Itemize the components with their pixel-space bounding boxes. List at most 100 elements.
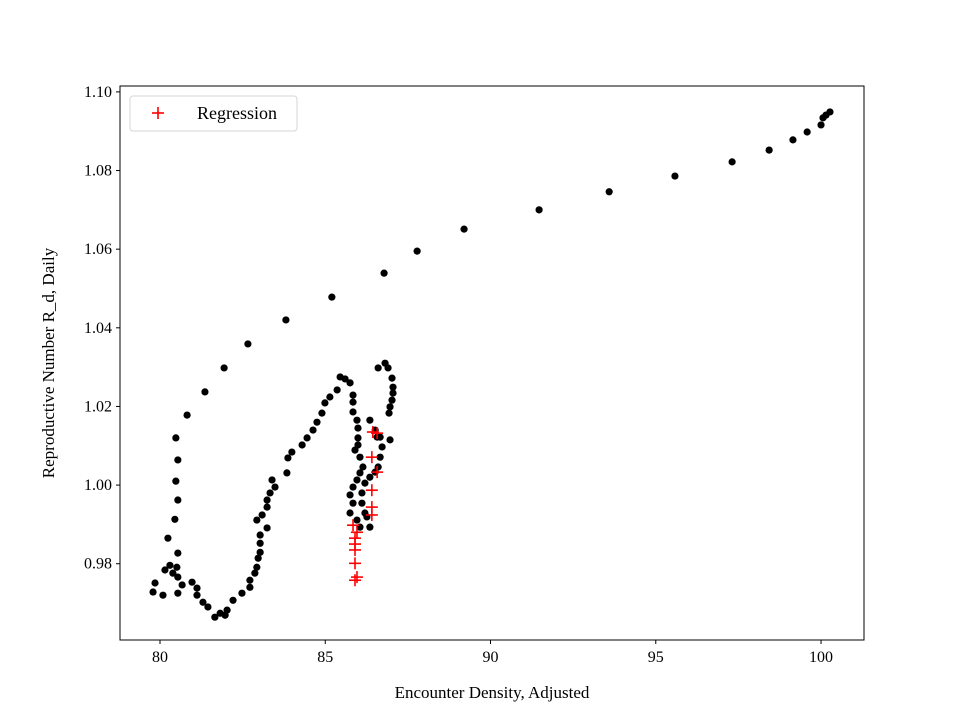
data-point [149, 588, 157, 596]
y-tick-label: 1.04 [84, 320, 112, 337]
data-point [361, 479, 369, 487]
data-point [284, 454, 292, 462]
data-point [151, 579, 159, 587]
data-point [193, 591, 201, 599]
data-point [356, 453, 364, 461]
data-point [374, 364, 382, 372]
plot-area [120, 86, 864, 640]
y-axis-label: Reproductive Number R_d, Daily [39, 247, 58, 478]
y-tick-label: 1.06 [84, 241, 112, 258]
data-point [253, 516, 261, 524]
data-point [166, 561, 174, 569]
data-point [246, 583, 254, 591]
data-point [188, 578, 196, 586]
data-point [309, 426, 317, 434]
data-point [353, 416, 361, 424]
data-point [263, 524, 271, 532]
regression-point [350, 526, 363, 539]
x-tick-label: 80 [152, 649, 168, 666]
data-point [159, 591, 167, 599]
x-tick-label: 100 [809, 649, 833, 666]
legend: Regression [129, 95, 298, 132]
data-point [183, 411, 191, 419]
data-point [346, 379, 354, 387]
data-point [353, 516, 361, 524]
data-point [328, 293, 336, 301]
data-point [283, 469, 291, 477]
data-point [817, 121, 825, 129]
data-point [199, 598, 207, 606]
data-point [326, 393, 334, 401]
data-point [349, 398, 357, 406]
data-point [366, 473, 374, 481]
data-point [349, 483, 357, 491]
data-point [263, 503, 271, 511]
data-point [460, 225, 468, 233]
data-point [173, 563, 181, 571]
data-point [174, 573, 182, 581]
data-point [171, 515, 179, 523]
regression-point [366, 426, 379, 439]
data-point [359, 463, 367, 471]
data-point [220, 364, 228, 372]
data-point [256, 539, 264, 547]
data-point [223, 606, 231, 614]
data-point [174, 589, 182, 597]
data-point [258, 511, 266, 519]
regression-point [365, 508, 378, 521]
data-point [244, 340, 252, 348]
data-point [413, 247, 421, 255]
data-point [376, 453, 384, 461]
data-point [366, 416, 374, 424]
x-tick-label: 90 [483, 649, 499, 666]
data-point [384, 364, 392, 372]
data-point [349, 408, 357, 416]
regression-point [365, 451, 378, 464]
data-point [211, 613, 219, 621]
data-point [321, 399, 329, 407]
data-point [535, 206, 543, 214]
data-point [385, 409, 393, 417]
data-point [161, 566, 169, 574]
data-point [605, 188, 613, 196]
data-point [389, 383, 397, 391]
series-data [149, 108, 834, 621]
data-point [349, 499, 357, 507]
data-point [238, 589, 246, 597]
data-point [765, 146, 773, 154]
data-point [374, 463, 382, 471]
y-tick-label: 0.98 [84, 556, 112, 573]
regression-point [365, 484, 378, 497]
data-point [174, 496, 182, 504]
x-tick-label: 85 [317, 649, 333, 666]
regression-point [347, 519, 360, 532]
data-point [349, 391, 357, 399]
data-point [386, 403, 394, 411]
data-point [313, 418, 321, 426]
data-point [288, 448, 296, 456]
x-axis-label: Encounter Density, Adjusted [395, 683, 590, 702]
data-point [789, 136, 797, 144]
data-point [388, 374, 396, 382]
data-point [819, 114, 827, 122]
x-tick-label: 95 [648, 649, 664, 666]
data-point [169, 569, 177, 577]
y-axis: 0.98 1.00 1.02 1.04 1.06 1.08 1.10 [84, 84, 120, 573]
data-point [318, 409, 326, 417]
data-point [253, 563, 261, 571]
data-point [204, 603, 212, 611]
data-point [256, 548, 264, 556]
legend-regression-label: Regression [197, 103, 277, 123]
data-point [333, 386, 341, 394]
x-axis: 80 85 90 95 100 [152, 640, 833, 666]
data-point [354, 424, 362, 432]
data-point [256, 531, 264, 539]
data-point [172, 477, 180, 485]
y-tick-label: 1.10 [84, 84, 112, 101]
data-point [172, 434, 180, 442]
data-point [389, 389, 397, 397]
data-point [271, 483, 279, 491]
data-point [378, 443, 386, 451]
data-point [178, 581, 186, 589]
